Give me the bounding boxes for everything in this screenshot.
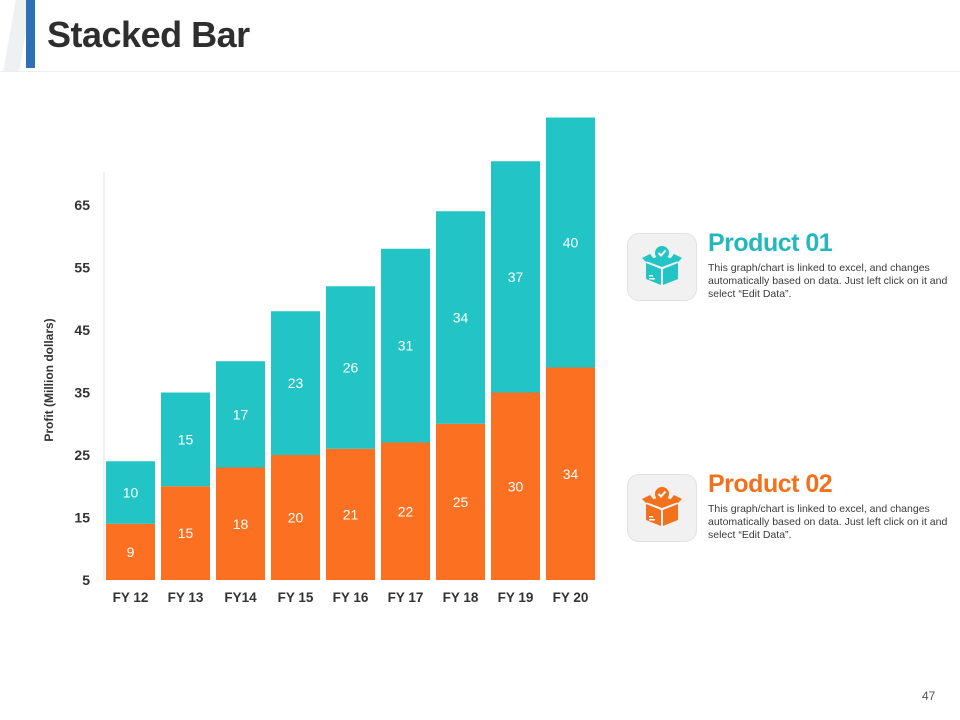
data-label: 34 (453, 310, 469, 326)
data-label: 18 (233, 516, 249, 532)
data-label: 25 (453, 494, 469, 510)
x-axis-categories: FY 12 FY 13 FY14 FY 15 FY 16 FY 17 FY 18 FY 19 F… (113, 590, 589, 605)
data-label: 23 (288, 375, 304, 391)
title-accent-bar (26, 0, 35, 68)
x-tick-label: FY 17 (388, 590, 424, 605)
data-label: 26 (343, 360, 359, 376)
product-01-title: Product 01 (708, 229, 833, 257)
bar-segment-product-02 (271, 455, 320, 580)
bar-segment-product-01 (326, 286, 375, 449)
y-tick-label: 55 (74, 260, 90, 276)
bar-segment-product-01 (436, 211, 485, 424)
data-label: 40 (563, 235, 579, 251)
bar-segment-product-01 (106, 461, 155, 524)
x-tick-label: FY 18 (443, 590, 479, 605)
product-02-description: This graph/chart is linked to excel, and… (708, 503, 948, 541)
x-tick-label: FY 20 (553, 590, 589, 605)
bar-segment-product-02 (326, 448, 375, 580)
product-02-title: Product 02 (708, 470, 833, 498)
data-label: 17 (233, 406, 249, 422)
x-tick-label: FY14 (224, 590, 257, 605)
bar-segment-product-02 (106, 523, 155, 580)
data-label: 15 (178, 525, 194, 541)
data-label: 15 (178, 431, 194, 447)
bar-segment-product-01 (271, 311, 320, 455)
x-tick-label: FY 16 (333, 590, 369, 605)
bar-segment-product-02 (546, 367, 595, 580)
data-label: 37 (508, 269, 524, 285)
bar-segment-product-01 (161, 392, 210, 487)
y-tick-label: 45 (74, 322, 90, 338)
bar-segment-product-01 (491, 161, 540, 393)
data-label: 10 (123, 485, 139, 501)
box-check-icon (642, 246, 682, 285)
bar-segment-product-02 (436, 423, 485, 580)
y-tick-label: 5 (82, 572, 90, 588)
x-tick-label: FY 12 (113, 590, 149, 605)
data-label: 9 (127, 544, 135, 560)
y-axis-label: Profit (Million dollars) (42, 318, 56, 441)
data-label: 22 (398, 503, 414, 519)
data-label: 21 (343, 506, 359, 522)
product-02-icon-box (627, 474, 697, 542)
data-label: 30 (508, 478, 524, 494)
box-check-icon (642, 487, 682, 526)
product-01-icon-box (627, 233, 697, 301)
y-axis-ticks: 5 15 25 35 45 55 65 (74, 172, 105, 588)
bar-segment-product-01 (546, 117, 595, 368)
y-tick-label: 25 (74, 447, 90, 463)
page-number: 47 (922, 689, 936, 703)
data-label: 20 (288, 510, 304, 526)
bar-segment-product-01 (216, 361, 265, 468)
bar-segment-product-02 (161, 486, 210, 580)
y-tick-label: 35 (74, 385, 90, 401)
x-tick-label: FY 19 (498, 590, 534, 605)
data-label: 34 (563, 466, 579, 482)
bar-group: 9 10 15 15 18 17 20 23 21 26 22 31 25 34 30 37 34 40 (106, 117, 595, 580)
bar-segment-product-02 (491, 392, 540, 580)
y-tick-label: 65 (74, 197, 90, 213)
product-01-description: This graph/chart is linked to excel, and… (708, 262, 948, 300)
x-tick-label: FY 15 (278, 590, 314, 605)
title-divider (0, 71, 960, 72)
data-label: 31 (398, 338, 414, 354)
x-tick-label: FY 13 (168, 590, 204, 605)
y-tick-label: 15 (74, 510, 90, 526)
bar-segment-product-02 (381, 442, 430, 580)
page-title: Stacked Bar (47, 14, 250, 55)
bar-segment-product-01 (381, 248, 430, 443)
product-01-card: Product 01 This graph/chart is linked to… (627, 229, 948, 313)
bar-segment-product-02 (216, 467, 265, 580)
product-02-card: Product 02 This graph/chart is linked to… (627, 470, 948, 554)
